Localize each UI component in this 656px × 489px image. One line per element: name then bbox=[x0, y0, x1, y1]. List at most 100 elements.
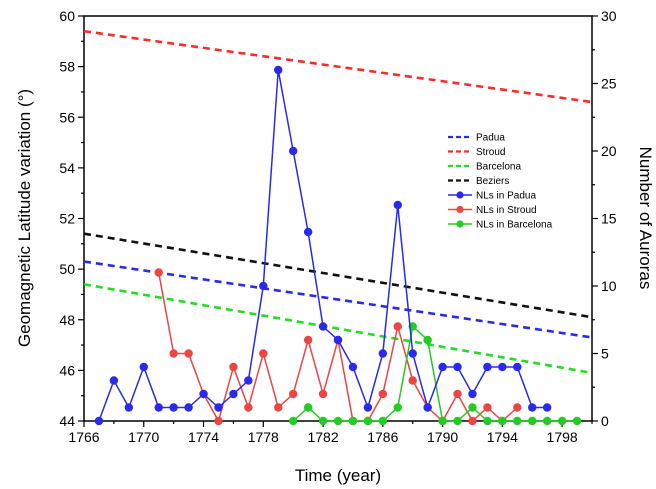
aurora-point-nls-in-barcelona bbox=[438, 416, 447, 426]
aurora-point-nls-in-padua bbox=[109, 376, 119, 385]
x-tick-label: 1782 bbox=[307, 429, 338, 445]
legend-label-stroud: Stroud bbox=[476, 147, 505, 158]
aurora-point-nls-in-stroud bbox=[393, 322, 402, 331]
right-y-tick-label: 5 bbox=[601, 346, 609, 362]
aurora-point-nls-in-stroud bbox=[318, 389, 328, 399]
right-y-tick-label: 0 bbox=[601, 413, 609, 429]
left-y-tick-label: 58 bbox=[59, 59, 75, 75]
left-y-axis-title: Geomagnetic Latitude variation (°) bbox=[15, 89, 34, 347]
aurora-point-nls-in-padua bbox=[169, 403, 178, 412]
aurora-point-nls-in-barcelona bbox=[468, 403, 477, 412]
legend-label-nls-in-barcelona: NLs in Barcelona bbox=[476, 220, 553, 231]
aurora-point-nls-in-padua bbox=[363, 403, 373, 412]
aurora-point-nls-in-stroud bbox=[513, 403, 522, 412]
aurora-point-nls-in-padua bbox=[513, 362, 522, 372]
right-y-axis: 0 5 10 15 20 25 30 bbox=[592, 8, 617, 429]
aurora-point-nls-in-barcelona bbox=[557, 416, 567, 426]
aurora-point-nls-in-stroud bbox=[408, 376, 417, 385]
x-tick-label: 1766 bbox=[68, 429, 99, 445]
aurora-point-nls-in-barcelona bbox=[542, 416, 552, 426]
right-y-tick-label: 15 bbox=[601, 211, 617, 227]
aurora-series bbox=[94, 65, 582, 426]
aurora-line-nls-in-padua bbox=[98, 69, 548, 422]
aurora-point-nls-in-padua bbox=[438, 362, 447, 372]
aurora-point-nls-in-padua bbox=[154, 403, 163, 412]
legend-marker-nls-in-padua bbox=[456, 191, 464, 199]
legend-label-nls-in-stroud: NLs in Stroud bbox=[476, 205, 537, 216]
aurora-point-nls-in-stroud bbox=[229, 362, 238, 372]
latitude-line-beziers bbox=[84, 232, 592, 319]
aurora-point-nls-in-barcelona bbox=[393, 403, 402, 412]
legend-marker-nls-in-barcelona bbox=[456, 220, 464, 228]
aurora-point-nls-in-stroud bbox=[274, 403, 283, 412]
aurora-point-nls-in-stroud bbox=[259, 349, 268, 358]
latitude-line-stroud bbox=[84, 29, 592, 104]
aurora-point-nls-in-padua bbox=[468, 389, 477, 399]
aurora-point-nls-in-barcelona bbox=[483, 416, 492, 426]
aurora-point-nls-in-padua bbox=[378, 349, 388, 358]
latitude-line-barcelona bbox=[84, 283, 592, 375]
left-y-tick-label: 56 bbox=[59, 109, 75, 125]
aurora-point-nls-in-padua bbox=[288, 146, 298, 156]
legend-marker-nls-in-stroud bbox=[456, 205, 464, 214]
aurora-point-nls-in-barcelona bbox=[528, 416, 537, 426]
aurora-point-nls-in-padua bbox=[139, 362, 148, 372]
left-y-tick-label: 46 bbox=[59, 362, 75, 378]
aurora-point-nls-in-barcelona bbox=[572, 416, 582, 426]
aurora-point-nls-in-padua bbox=[214, 403, 223, 412]
aurora-point-nls-in-padua bbox=[259, 281, 268, 291]
aurora-point-nls-in-stroud bbox=[483, 403, 492, 412]
aurora-point-nls-in-padua bbox=[498, 362, 507, 372]
aurora-point-nls-in-barcelona bbox=[513, 416, 522, 426]
aurora-point-nls-in-stroud bbox=[169, 349, 178, 358]
aurora-point-nls-in-stroud bbox=[453, 389, 462, 399]
aurora-point-nls-in-barcelona bbox=[303, 403, 313, 412]
aurora-point-nls-in-padua bbox=[303, 227, 313, 237]
aurora-point-nls-in-barcelona bbox=[318, 416, 328, 426]
x-tick-label: 1790 bbox=[427, 429, 458, 445]
left-y-tick-label: 52 bbox=[59, 211, 75, 227]
x-tick-label: 1778 bbox=[248, 429, 279, 445]
aurora-point-nls-in-stroud bbox=[303, 335, 313, 345]
x-axis-title: Time (year) bbox=[295, 466, 381, 485]
aurora-point-nls-in-barcelona bbox=[423, 335, 432, 345]
aurora-point-nls-in-padua bbox=[423, 403, 432, 412]
left-y-axis: 44 46 48 50 52 54 56 58 60 bbox=[59, 8, 84, 429]
aurora-point-nls-in-barcelona bbox=[288, 416, 298, 426]
aurora-point-nls-in-stroud bbox=[214, 416, 223, 426]
legend-label-barcelona: Barcelona bbox=[476, 162, 521, 173]
aurora-point-nls-in-padua bbox=[318, 322, 328, 331]
aurora-point-nls-in-padua bbox=[199, 389, 208, 399]
right-y-tick-label: 20 bbox=[601, 143, 617, 159]
left-y-tick-label: 48 bbox=[59, 312, 75, 328]
aurora-point-nls-in-stroud bbox=[378, 389, 388, 399]
aurora-point-nls-in-padua bbox=[393, 200, 402, 210]
aurora-point-nls-in-padua bbox=[229, 389, 238, 399]
legend-label-beziers: Beziers bbox=[476, 176, 509, 187]
x-tick-label: 1774 bbox=[188, 429, 219, 445]
aurora-point-nls-in-padua bbox=[184, 403, 193, 412]
aurora-point-nls-in-stroud bbox=[288, 389, 298, 399]
aurora-point-nls-in-stroud bbox=[244, 403, 253, 412]
aurora-point-nls-in-padua bbox=[244, 376, 253, 385]
x-tick-label: 1770 bbox=[128, 429, 159, 445]
latitude-line-padua bbox=[84, 260, 592, 339]
aurora-point-nls-in-barcelona bbox=[453, 416, 462, 426]
aurora-point-nls-in-padua bbox=[408, 349, 417, 358]
legend: Padua Stroud Barcelona Beziers NLs in Padua N… bbox=[448, 133, 553, 231]
aurora-point-nls-in-barcelona bbox=[363, 416, 373, 426]
latitude-lines bbox=[84, 29, 592, 375]
x-tick-label: 1786 bbox=[367, 429, 398, 445]
aurora-point-nls-in-barcelona bbox=[348, 416, 358, 426]
aurora-point-nls-in-stroud bbox=[154, 268, 163, 277]
right-y-axis-title: Number of Auroras bbox=[636, 147, 655, 290]
left-y-tick-label: 44 bbox=[59, 413, 75, 429]
x-axis: 1766 1770 1774 1778 1782 1786 1790 1794 1798 bbox=[68, 421, 593, 445]
aurora-point-nls-in-padua bbox=[348, 362, 358, 372]
aurora-point-nls-in-padua bbox=[528, 403, 537, 412]
left-y-tick-label: 54 bbox=[59, 160, 75, 176]
aurora-point-nls-in-stroud bbox=[468, 416, 477, 426]
aurora-point-nls-in-barcelona bbox=[378, 416, 388, 426]
aurora-point-nls-in-padua bbox=[542, 403, 552, 412]
